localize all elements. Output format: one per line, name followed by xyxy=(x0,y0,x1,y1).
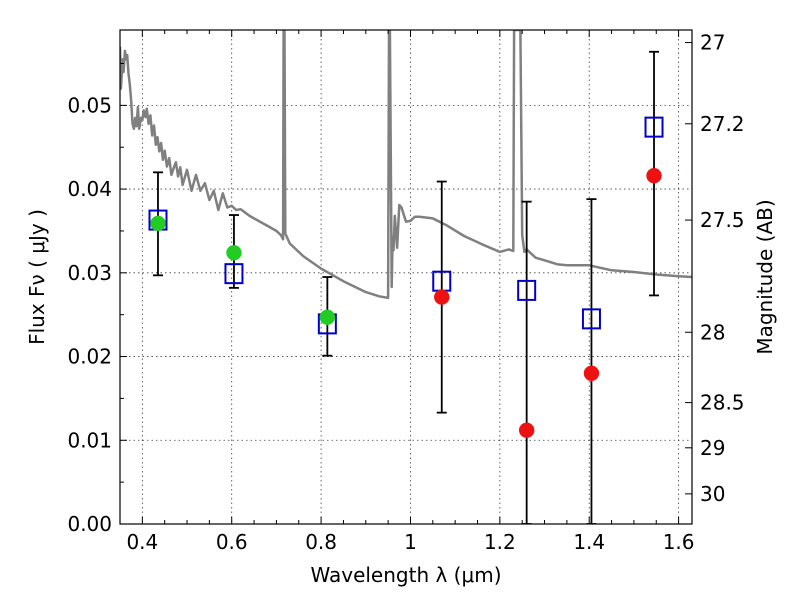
error-bars xyxy=(152,50,660,524)
right-tick-label: 29 xyxy=(700,436,725,460)
data-point-square xyxy=(581,308,601,330)
y-tick-label: 0.00 xyxy=(67,512,112,536)
right-tick-label: 30 xyxy=(700,482,725,506)
data-point-circle xyxy=(518,422,535,438)
axes: 0.4 0.6 0.8 1 1.2 1.4 1.6 0.00 0.01 0.02 0.03 0.04 0… xyxy=(67,29,745,554)
x-tick-label: 1.2 xyxy=(484,530,516,554)
x-tick-label: 0.6 xyxy=(216,530,248,554)
right-tick-label: 27.5 xyxy=(700,208,745,232)
x-axis-title: Wavelength λ (μm) xyxy=(310,563,501,587)
data-point-circle xyxy=(150,215,166,232)
data-point-square xyxy=(517,279,537,301)
x-tick-label: 1 xyxy=(404,530,417,554)
data-point-square xyxy=(644,116,664,138)
x-tick-label: 1.6 xyxy=(663,530,695,554)
x-tick-label: 0.4 xyxy=(126,530,158,554)
spectrum-line xyxy=(120,30,692,300)
right-tick-label: 27 xyxy=(700,31,725,55)
y-tick-label: 0.02 xyxy=(67,345,112,369)
data-point-circle xyxy=(226,244,242,261)
right-tick-label: 28.5 xyxy=(700,391,745,415)
right-axis-title: Magnitude (AB) xyxy=(753,199,777,354)
y-tick-label: 0.01 xyxy=(67,428,112,452)
x-tick-label: 1.4 xyxy=(573,530,605,554)
y-tick-label: 0.04 xyxy=(67,177,112,201)
data-point-circle xyxy=(434,289,450,305)
model-spectrum xyxy=(120,30,692,300)
y-tick-label: 0.03 xyxy=(67,261,112,285)
plot-frame xyxy=(119,29,693,525)
y-axis-title: Flux Fν ( μJy ) xyxy=(25,209,49,345)
right-tick-label: 27.2 xyxy=(700,112,745,136)
data-point-circle xyxy=(319,309,336,325)
x-tick-label: 0.8 xyxy=(305,530,337,554)
data-point-circle xyxy=(646,167,662,184)
data-point-square xyxy=(224,263,244,285)
y-tick-label: 0.05 xyxy=(67,93,112,117)
data-markers xyxy=(148,116,664,438)
right-tick-label: 28 xyxy=(700,320,725,344)
grid-lines xyxy=(120,30,692,524)
data-point-circle xyxy=(583,365,600,382)
